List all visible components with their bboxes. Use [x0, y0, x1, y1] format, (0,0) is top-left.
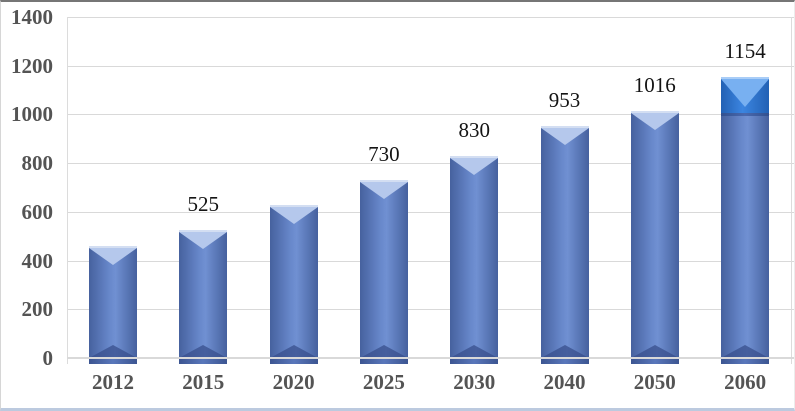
bar-body	[540, 145, 589, 345]
bar-bottom-bevel	[89, 344, 137, 358]
x-axis-tick-label: 2025	[362, 370, 405, 394]
bar-body	[269, 224, 318, 345]
bar-segment-divider	[721, 113, 770, 117]
bar-body	[359, 200, 408, 345]
bar-base-strip	[179, 358, 228, 364]
bar-base-strip	[269, 357, 318, 364]
y-axis-tick-label: 1000	[11, 102, 53, 127]
y-axis-tick-label: 400	[21, 248, 54, 273]
bar-top-bevel	[89, 245, 137, 266]
gridline	[67, 260, 794, 262]
bar-body	[450, 175, 499, 345]
bar-top-bevel	[179, 230, 228, 251]
bar-top-bevel	[630, 110, 679, 131]
zero-axis-line	[67, 357, 794, 359]
x-axis-tick-label: 2030	[453, 370, 496, 394]
x-axis-tick-label: 2060	[724, 370, 767, 394]
gridline	[67, 163, 794, 165]
bar-2050	[630, 110, 679, 364]
bar-top-bevel	[450, 155, 499, 176]
bar-base-strip	[540, 357, 589, 364]
bar-bottom-bevel	[630, 344, 679, 358]
gridline	[67, 17, 794, 18]
y-axis-tick-label: 200	[21, 297, 54, 322]
bar-bottom-bevel	[540, 344, 589, 358]
bar-value-label: 1154	[724, 38, 766, 63]
gridline	[67, 65, 794, 67]
bar-base-strip	[630, 357, 679, 364]
gridline	[67, 211, 794, 213]
y-axis-tick-label: 800	[21, 151, 54, 176]
bar-2012	[89, 245, 137, 364]
y-axis-tick-label: 1200	[11, 53, 53, 78]
bar-value-label: 525	[187, 192, 220, 217]
x-axis-tick-label: 2040	[543, 370, 586, 394]
bar-top-bevel	[269, 204, 318, 225]
y-axis-tick-label: 0	[42, 346, 54, 370]
x-axis-tick-label: 2015	[182, 370, 225, 394]
bar-2040	[540, 125, 589, 364]
bar-bottom-bevel	[359, 344, 408, 358]
bar-base-strip	[450, 357, 499, 364]
bar-base-strip	[89, 357, 137, 364]
bar-bottom-bevel	[450, 344, 499, 358]
bar-bottom-bevel	[179, 345, 228, 358]
bar-body	[89, 265, 137, 345]
bar-bottom-bevel	[269, 344, 318, 358]
bar-2025	[359, 180, 408, 364]
bar-highlight-segment	[721, 76, 770, 114]
x-axis-tick-label: 2050	[633, 370, 676, 394]
y-axis-tick-label: 600	[21, 199, 54, 224]
bar-body	[721, 116, 770, 345]
bar-value-label: 953	[548, 87, 581, 112]
bar-bottom-bevel	[721, 344, 770, 358]
bar-top-bevel	[540, 125, 589, 146]
bar-2030	[450, 155, 499, 364]
bar-value-label: 1016	[633, 72, 676, 97]
x-axis-tick-label: 2020	[272, 370, 315, 394]
bar-value-label: 730	[368, 142, 400, 167]
bar-base-strip	[721, 357, 770, 364]
gridline	[67, 114, 794, 116]
plot-left-border	[67, 17, 68, 364]
bar-value-label: 830	[458, 117, 490, 142]
bar-body	[179, 250, 228, 345]
y-axis-tick-label: 1400	[11, 5, 53, 29]
bar-2015	[179, 230, 228, 364]
gridline	[67, 309, 794, 311]
plot-right-border	[791, 17, 792, 364]
bar-base-strip	[359, 357, 408, 364]
bar-body	[630, 130, 679, 345]
bar-2060	[721, 76, 770, 364]
x-axis-tick-label: 2012	[92, 370, 134, 394]
bar-top-bevel	[359, 180, 408, 201]
bar-2020	[269, 204, 318, 364]
